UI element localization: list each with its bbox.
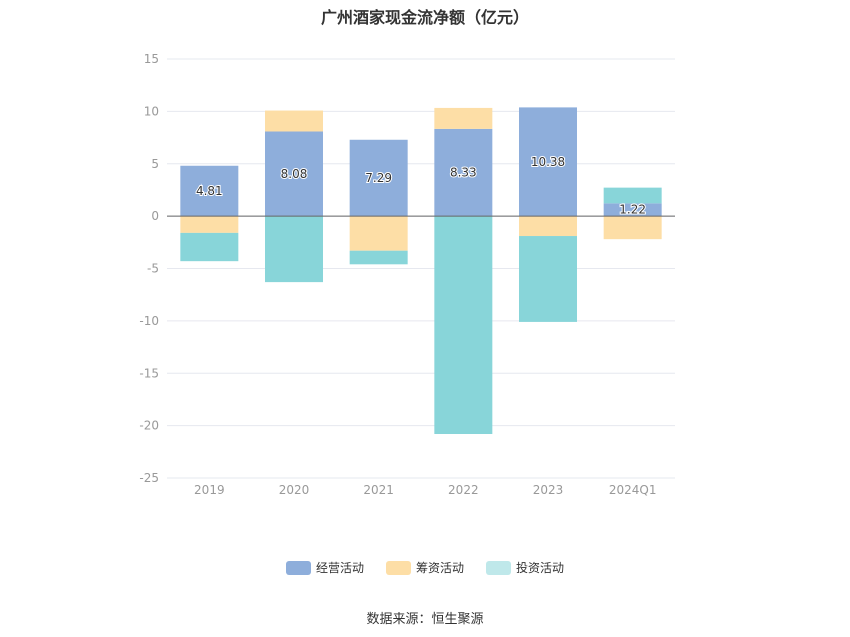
legend-swatch-financing <box>385 560 411 575</box>
bar-financing-2024Q1 <box>603 216 662 240</box>
legend-label-investing: 投资活动 <box>516 561 565 575</box>
bar-financing-2019 <box>180 216 239 233</box>
y-tick-label: -20 <box>139 419 159 433</box>
source-note: 数据来源：恒生聚源 <box>366 612 484 627</box>
bar-operating-2024Q1 <box>603 203 662 217</box>
y-tick-label: 10 <box>144 104 159 118</box>
bar-operating-2019 <box>180 165 239 217</box>
bar-investing-2019 <box>180 232 239 262</box>
bar-investing-2021 <box>349 250 408 265</box>
bar-investing-2024Q1 <box>603 187 662 204</box>
legend-swatch-investing <box>486 560 511 575</box>
data-label: 8.33 <box>450 165 477 179</box>
bar-financing-2020 <box>265 110 323 132</box>
bar-operating-2023 <box>519 107 577 217</box>
legend-label-financing: 筹资活动 <box>415 561 464 575</box>
y-tick-label: -5 <box>147 262 159 276</box>
bar-operating-2021 <box>349 139 408 217</box>
x-tick-label: 2019 <box>194 483 225 497</box>
legend: 经营活动 筹资活动 投资活动 <box>0 559 850 576</box>
data-label: 7.29 <box>365 171 392 185</box>
y-tick-label: -15 <box>139 366 159 380</box>
bar-financing-2021 <box>349 216 408 251</box>
bar-investing-2022 <box>434 216 493 435</box>
bar-operating-2020 <box>265 131 323 217</box>
data-label: 1.22 <box>619 203 646 217</box>
bar-operating-2022 <box>434 128 493 217</box>
y-tick-label: -10 <box>139 314 159 328</box>
legend-swatch-operating <box>285 560 311 575</box>
y-tick-label: -25 <box>139 471 159 485</box>
bar-financing-2022 <box>434 107 493 129</box>
legend-item-operating[interactable]: 经营活动 <box>285 559 364 576</box>
data-label: 10.38 <box>531 155 565 169</box>
legend-label-operating: 经营活动 <box>315 561 364 575</box>
legend-item-investing[interactable]: 投资活动 <box>486 559 564 576</box>
data-label: 4.81 <box>196 184 223 198</box>
x-tick-label: 2022 <box>448 483 479 497</box>
legend-item-financing[interactable]: 筹资活动 <box>385 559 464 576</box>
y-tick-label: 5 <box>151 157 159 171</box>
bar-investing-2020 <box>265 216 323 283</box>
x-tick-label: 2024Q1 <box>609 483 657 497</box>
data-label: 8.08 <box>281 167 308 181</box>
bar-financing-2023 <box>519 216 577 237</box>
bar-investing-2023 <box>519 236 577 322</box>
x-tick-label: 2021 <box>363 483 394 497</box>
y-tick-label: 0 <box>151 209 159 223</box>
x-tick-label: 2020 <box>279 483 310 497</box>
chart-title: 广州酒家现金流净额（亿元） <box>320 8 529 27</box>
y-tick-label: 15 <box>144 52 159 66</box>
x-tick-label: 2023 <box>533 483 564 497</box>
